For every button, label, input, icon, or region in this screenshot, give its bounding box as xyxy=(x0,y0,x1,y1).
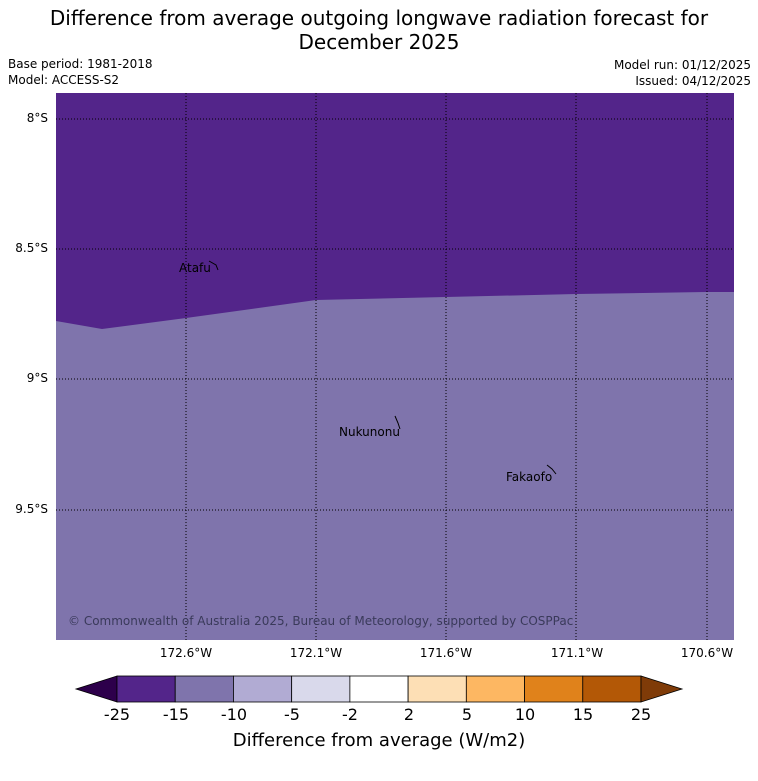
colorbar-tick: 25 xyxy=(630,705,652,724)
colorbar-bin xyxy=(233,675,293,703)
place-label-fakaofo: Fakaofo xyxy=(506,470,553,484)
lon-label-171.1: 171.1°W xyxy=(550,646,604,660)
title-line-1: Difference from average outgoing longwav… xyxy=(49,6,709,30)
lon-label-170.6: 170.6°W xyxy=(680,646,734,660)
colorbar-title: Difference from average (W/m2) xyxy=(232,730,526,751)
meta-left: Base period: 1981-2018 Model: ACCESS-S2 xyxy=(8,56,153,88)
colorbar-tick: -2 xyxy=(342,705,358,724)
base-period: Base period: 1981-2018 xyxy=(8,57,153,71)
colorbar-tick: -15 xyxy=(162,705,190,724)
atafu-outline xyxy=(208,260,219,271)
copyright-notice: © Commonwealth of Australia 2025, Bureau… xyxy=(68,614,574,628)
lon-label-171.6: 171.6°W xyxy=(419,646,473,660)
colorbar-tick: 15 xyxy=(572,705,594,724)
map-title: Difference from average outgoing longwav… xyxy=(0,6,758,54)
colorbar-bin xyxy=(582,675,642,703)
meta-right: Model run: 01/12/2025 Issued: 04/12/2025 xyxy=(614,57,751,89)
title-line-2: December 2025 xyxy=(298,30,460,54)
colorbar-bin xyxy=(291,675,351,703)
place-label-nukunonu: Nukunonu xyxy=(339,425,400,439)
colorbar-bin xyxy=(116,675,176,703)
nukunonu-outline xyxy=(394,415,401,430)
colorbar-over-triangle xyxy=(640,675,684,703)
model-run: Model run: 01/12/2025 xyxy=(613,58,751,72)
place-label-atafu: Atafu xyxy=(179,261,211,275)
colorbar-bin xyxy=(174,675,234,703)
gridlines xyxy=(56,93,734,640)
colorbar-bin xyxy=(349,675,409,703)
colorbar-tick: -10 xyxy=(220,705,248,724)
colorbar-bins xyxy=(116,675,642,703)
map-region-lower xyxy=(56,292,734,640)
colorbar-tick: 2 xyxy=(403,705,415,724)
island-outlines xyxy=(208,260,557,475)
lat-label-9.5: 9.5°S xyxy=(15,502,48,516)
model-name: Model: ACCESS-S2 xyxy=(8,73,120,87)
lon-label-172.1: 172.1°W xyxy=(289,646,343,660)
lat-label-9: 9°S xyxy=(26,371,48,385)
lon-label-172.6: 172.6°W xyxy=(159,646,213,660)
colorbar-bin xyxy=(524,675,584,703)
colorbar-tick: -5 xyxy=(284,705,300,724)
colorbar-tick: 5 xyxy=(461,705,473,724)
colorbar xyxy=(74,675,684,703)
colorbar-under-triangle xyxy=(74,675,118,703)
colorbar-tick: -25 xyxy=(103,705,131,724)
colorbar-bin xyxy=(465,675,525,703)
colorbar-bin xyxy=(407,675,467,703)
fakaofo-outline xyxy=(546,464,557,475)
colorbar-tick: 10 xyxy=(514,705,536,724)
lat-label-8: 8°S xyxy=(26,111,48,125)
issued-date: Issued: 04/12/2025 xyxy=(635,74,751,88)
lat-label-8.5: 8.5°S xyxy=(15,241,48,255)
